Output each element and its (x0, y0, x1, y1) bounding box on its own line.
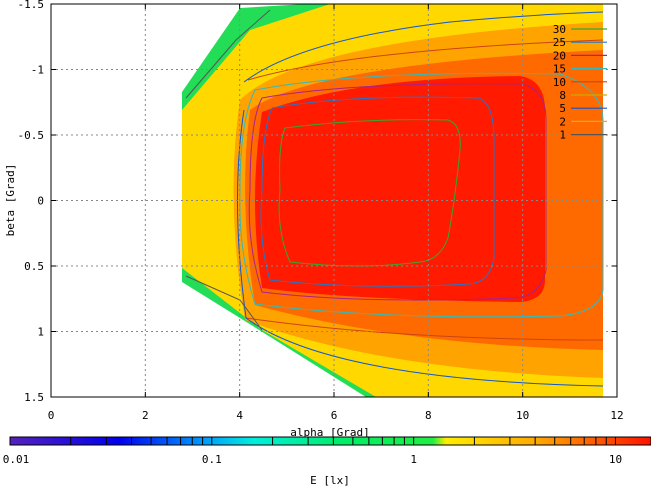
x-tick-label: 2 (142, 409, 149, 422)
colorbar-tick-label: 10 (609, 453, 622, 466)
contour-line-25 (260, 96, 495, 287)
grid-lines (51, 4, 617, 397)
legend-label: 20 (553, 49, 566, 62)
contour-line-15 (239, 72, 604, 318)
contour-line-1 (185, 9, 271, 99)
x-tick-label: 6 (331, 409, 338, 422)
legend-label: 10 (553, 76, 566, 89)
legend-label: 25 (553, 36, 566, 49)
y-tick-label: 0.5 (24, 260, 44, 273)
colorbar-tick-label: 0.01 (3, 453, 30, 466)
x-axis-ticks: 0 2 4 6 8 10 12 (48, 4, 624, 422)
legend-label: 2 (559, 115, 566, 128)
legend-label: 1 (559, 129, 566, 142)
y-tick-label: -1 (31, 64, 44, 77)
contour-line-10b (245, 317, 604, 341)
x-tick-label: 4 (236, 409, 243, 422)
y-axis-label: beta [Grad] (4, 164, 17, 237)
heatmap-red-core-region (255, 76, 545, 302)
colorbar-tick-label: 1 (410, 453, 417, 466)
colorbar-ticks: 0.01 0.1 1 10 (3, 437, 622, 466)
contour-line-30 (278, 119, 461, 267)
legend-label: 8 (559, 89, 566, 102)
y-tick-label: -0.5 (18, 129, 45, 142)
y-tick-label: 1.5 (24, 391, 44, 404)
x-tick-label: 12 (610, 409, 623, 422)
contour-line-10 (247, 39, 604, 81)
y-tick-label: 1 (37, 326, 44, 339)
y-axis-ticks: -1.5 -1 -0.5 0 0.5 1 1.5 (18, 0, 617, 404)
legend-label: 5 (559, 102, 566, 115)
x-axis-label: alpha [Grad] (290, 426, 369, 439)
y-tick-label: 0 (37, 195, 44, 208)
x-tick-label: 8 (425, 409, 432, 422)
legend-label: 30 (553, 23, 566, 36)
x-tick-label: 10 (516, 409, 529, 422)
contour-line-20 (248, 83, 547, 301)
x-tick-label: 0 (48, 409, 55, 422)
colorbar-label: E [lx] (310, 474, 350, 486)
y-tick-label: -1.5 (18, 0, 45, 11)
plot-area: 0 2 4 6 8 10 12 -1.5-1-0.500.511.5 alpha [Grad… (4, 0, 624, 439)
contour-lines (185, 9, 604, 387)
colorbar-tick-label: 0.1 (202, 453, 222, 466)
colorbar: 0.01 0.1 1 10 E [lx] (3, 436, 651, 486)
contour-line-5 (243, 11, 604, 83)
legend-label: 15 (553, 63, 566, 76)
